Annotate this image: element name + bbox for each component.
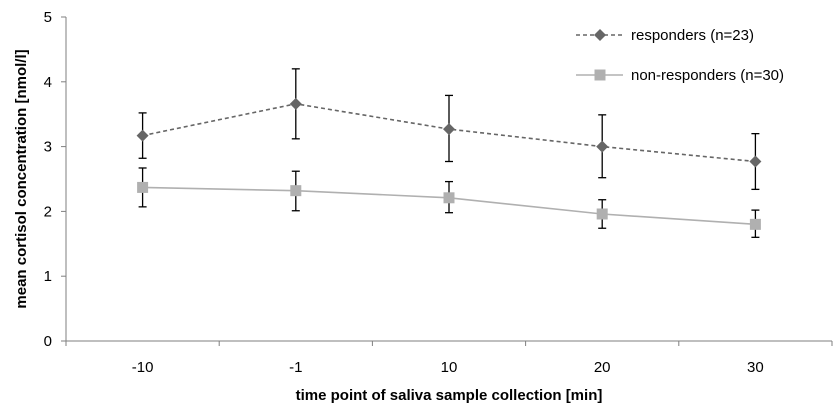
legend-swatch-marker [594,69,606,81]
x-axis-title: time point of saliva sample collection [… [296,387,603,404]
y-tick-label: 3 [44,139,52,156]
y-tick-label: 0 [44,333,52,350]
data-point [137,181,149,193]
data-point [136,129,149,142]
y-axis-title: mean cortisol concentration [nmol/l] [13,49,30,308]
series-responders [136,68,762,191]
data-point [289,97,302,110]
data-point [443,192,455,204]
legend-item: responders (n=23) [576,27,754,44]
x-tick-label: -1 [289,359,302,376]
x-tick-label: 20 [594,359,611,376]
data-point [596,140,609,153]
axes [65,17,832,342]
legend-label: non-responders (n=30) [631,67,784,84]
legend-item: non-responders (n=30) [576,67,784,84]
data-point [443,123,455,136]
y-tick-label: 2 [44,203,52,220]
y-tick-label: 5 [44,9,52,26]
x-tick-label: -10 [132,359,154,376]
y-axis-ticks: 0 1 2 3 4 5 [44,9,66,350]
series-layer [136,68,762,238]
x-tick-label: 30 [747,359,764,376]
x-tick-label: 10 [441,359,458,376]
data-point [596,208,608,220]
legend: responders (n=23) non-responders (n=30) [576,27,784,84]
data-point [749,218,761,230]
y-tick-label: 1 [44,268,52,285]
y-tick-label: 4 [44,74,52,91]
series-non-responders [137,167,761,238]
data-point [290,185,302,197]
legend-label: responders (n=23) [631,27,754,44]
data-point [749,155,762,168]
legend-swatch-marker [594,29,606,41]
x-axis-ticks: -10 -1 10 20 30 [65,341,833,376]
